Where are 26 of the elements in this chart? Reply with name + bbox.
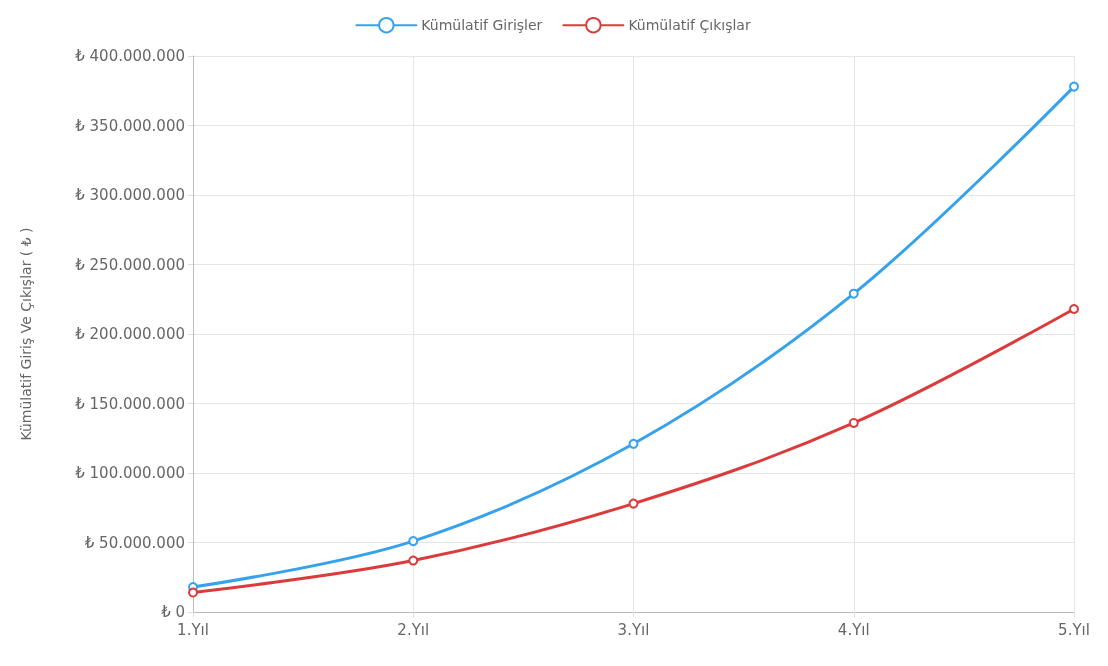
y-tick-label: ₺ 200.000.000 [75,325,185,343]
y-tick-label: ₺ 400.000.000 [75,47,185,65]
point [408,536,419,547]
point [848,288,859,299]
y-tick-label: ₺ 350.000.000 [75,116,185,135]
point [628,438,639,449]
point [848,417,859,428]
point [628,498,639,509]
y-tick-label: ₺ 50.000.000 [84,533,185,552]
y-axis-title: Kümülatif Giriş Ve Çıkışlar ( ₺ ) [18,227,34,441]
y-tick-label: ₺ 0 [161,603,185,621]
y-tick-label: ₺ 150.000.000 [75,394,185,413]
x-tick-label: 3.Yıl [617,620,650,639]
y-tick-label: ₺ 300.000.000 [75,186,185,204]
x-tick-label: 2.Yıl [397,620,430,639]
y-tick-label: ₺ 100.000.000 [75,464,185,482]
x-tick-label: 5.Yıl [1058,620,1090,639]
legend-label: Kümülatif Girişler [421,17,543,34]
point [1069,303,1079,314]
y-tick-label: ₺ 250.000.000 [75,255,185,274]
point [188,587,198,598]
legend-label: Kümülatif Çıkışlar [628,17,751,34]
point [408,555,419,566]
x-tick-label: 1.Yıl [177,620,209,639]
point [1069,81,1079,92]
x-tick-label: 4.Yıl [837,620,870,639]
